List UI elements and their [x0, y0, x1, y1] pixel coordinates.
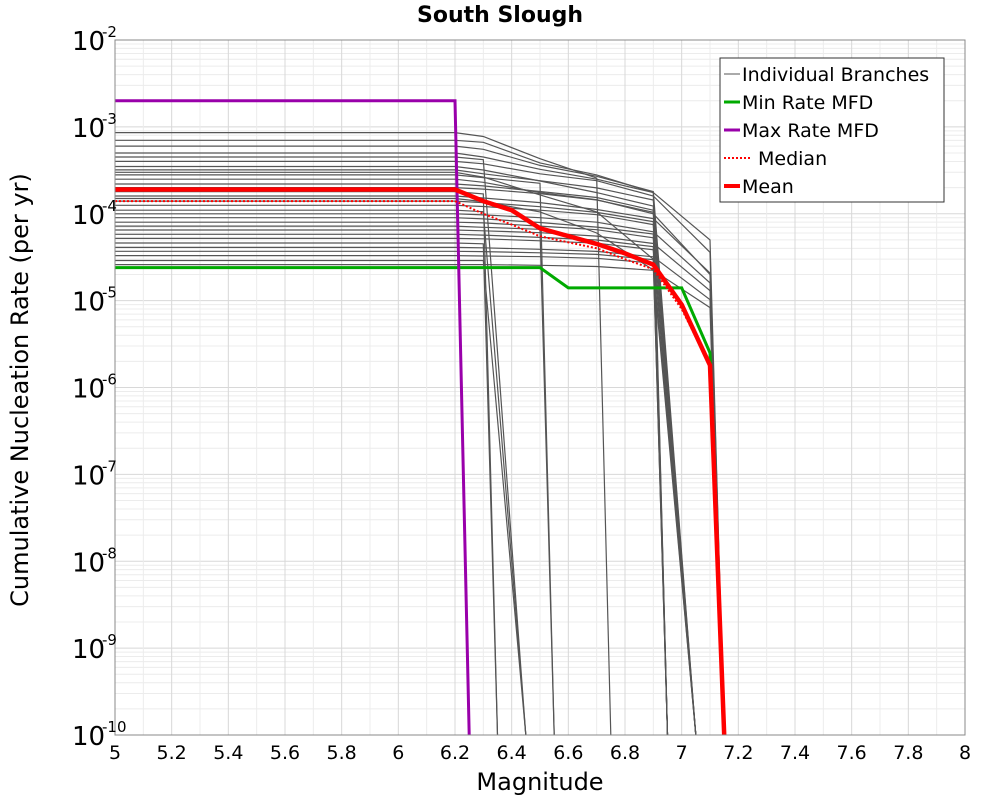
x-tick-label: 7.2 [723, 742, 753, 764]
y-tick-label: 10-10 [72, 718, 127, 752]
x-tick-label: 8 [959, 742, 971, 764]
branch-line [115, 233, 669, 736]
legend-label: Min Rate MFD [742, 92, 873, 114]
y-tick-exponent: -6 [102, 371, 117, 389]
branch-line [115, 156, 527, 736]
x-tick-label: 7.8 [893, 742, 923, 764]
y-tick-label: 10-5 [72, 284, 117, 318]
branch-line [115, 197, 697, 736]
y-tick-label: 10-3 [72, 110, 117, 144]
y-tick-exponent: -4 [102, 197, 117, 215]
branch-line [115, 183, 669, 736]
branch-line [115, 225, 555, 736]
y-tick-exponent: -10 [102, 718, 127, 736]
x-tick-label: 7.4 [780, 742, 810, 764]
y-tick-exponent: -5 [102, 284, 117, 302]
x-tick-label: 7.6 [837, 742, 867, 764]
legend-item: Median [724, 148, 827, 170]
y-tick-label: 10-2 [72, 23, 117, 57]
branch-line [115, 200, 669, 736]
y-tick-base: 10 [72, 722, 105, 752]
series-max-rate-mfd [115, 99, 471, 736]
legend-item: Min Rate MFD [724, 92, 873, 114]
y-tick-base: 10 [72, 288, 105, 318]
x-tick-label: 5.8 [327, 742, 357, 764]
x-tick-label: 5.4 [213, 742, 243, 764]
series-lines [115, 99, 727, 736]
x-tick-label: 7 [676, 742, 688, 764]
x-tick-label: 6.4 [497, 742, 527, 764]
legend-box [719, 57, 945, 203]
y-tick-exponent: -2 [102, 23, 117, 41]
branch-line [115, 195, 725, 736]
legend-label: Max Rate MFD [742, 120, 879, 142]
y-tick-exponent: -3 [102, 110, 117, 128]
x-tick-label: 5 [109, 742, 121, 764]
series-min-rate-mfd [115, 266, 726, 736]
branch-line [115, 171, 669, 736]
x-axis-ticks: 5 5.2 5.4 5.6 5.8 6 6.2 6.4 6.6 6.8 7 7.2 7.4 7.6 7.8 8 [109, 742, 971, 764]
y-tick-label: 10-8 [72, 544, 117, 578]
x-tick-label: 6.8 [610, 742, 640, 764]
y-tick-exponent: -8 [102, 544, 117, 562]
series-median [115, 200, 726, 736]
y-tick-base: 10 [72, 27, 105, 57]
x-tick-label: 6.6 [553, 742, 583, 764]
x-tick-label: 6 [392, 742, 404, 764]
branch-line [115, 259, 527, 736]
branch-line [115, 242, 499, 736]
legend-label: Median [758, 148, 827, 170]
legend-item: Max Rate MFD [724, 120, 879, 142]
legend-label: Mean [742, 176, 794, 198]
branch-line [115, 217, 669, 736]
legend-label: Individual Branches [742, 64, 929, 86]
y-tick-label: 10-4 [72, 197, 117, 231]
chart-title: South Slough [417, 3, 583, 28]
branch-line [115, 204, 697, 736]
y-tick-base: 10 [72, 201, 105, 231]
y-tick-base: 10 [72, 548, 105, 578]
y-tick-base: 10 [72, 635, 105, 665]
legend: Individual Branches Min Rate MFD Max Rate … [719, 57, 945, 203]
plot-frame [114, 39, 966, 736]
branch-line [115, 160, 725, 736]
branch-line [115, 237, 697, 736]
branch-lines [115, 132, 725, 736]
legend-item: Individual Branches [724, 64, 929, 86]
branch-line [115, 169, 697, 736]
y-tick-label: 10-7 [72, 457, 117, 491]
branch-line [115, 191, 499, 736]
series-mean [115, 187, 727, 736]
y-tick-base: 10 [72, 114, 105, 144]
y-tick-label: 10-6 [72, 371, 117, 405]
y-tick-exponent: -7 [102, 457, 117, 475]
y-axis-label: Cumulative Nucleation Rate (per yr) [6, 173, 34, 607]
y-tick-label: 10-9 [72, 631, 117, 665]
x-tick-label: 6.2 [440, 742, 470, 764]
x-tick-label: 5.6 [270, 742, 300, 764]
y-tick-base: 10 [72, 461, 105, 491]
y-tick-exponent: -9 [102, 631, 117, 649]
legend-item: Mean [724, 176, 794, 198]
x-axis-label: Magnitude [476, 768, 603, 796]
x-tick-label: 5.2 [157, 742, 187, 764]
branch-line [115, 132, 612, 736]
branch-line [115, 152, 725, 736]
branch-line [115, 213, 725, 736]
branch-line [115, 209, 527, 736]
y-tick-base: 10 [72, 375, 105, 405]
